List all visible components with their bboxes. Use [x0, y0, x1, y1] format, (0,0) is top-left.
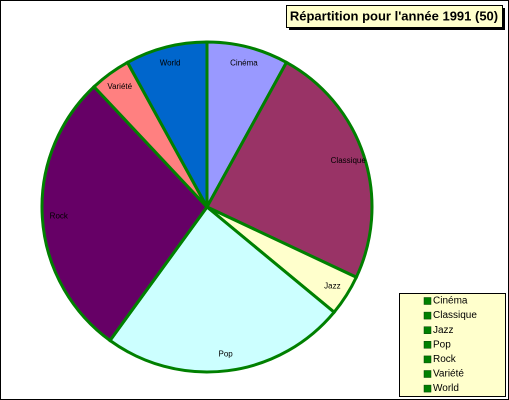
legend-marker [423, 355, 432, 364]
legend-marker [423, 297, 432, 305]
slice-label: Pop [218, 349, 233, 358]
legend-label: Cinéma [433, 296, 468, 307]
title-box [286, 5, 503, 28]
legend-label: World [433, 383, 459, 394]
slice-label: Classique [331, 156, 367, 165]
legend-marker [423, 370, 432, 378]
slice-label: Cinéma [230, 58, 258, 67]
legend-marker [423, 326, 432, 334]
legend-label: Rock [433, 354, 457, 365]
slice-label: Variété [107, 82, 132, 91]
slice-label: Rock [50, 211, 69, 220]
legend-label: Classique [433, 310, 477, 321]
legend-box [399, 293, 506, 397]
slice-label: World [160, 58, 181, 67]
chart-title: Répartition pour l'année 1991 (50) [290, 8, 498, 23]
slice-label: Jazz [324, 282, 340, 291]
legend-marker [423, 311, 432, 320]
pie-slice [204, 60, 374, 280]
legend-label: Jazz [433, 325, 454, 336]
legend-label: Variété [433, 369, 464, 380]
pie-slice [40, 84, 209, 343]
legend-marker [423, 384, 432, 393]
pie-slice [125, 40, 209, 208]
legend: Cinéma Classique Jazz Pop Rock Variété World [423, 296, 477, 394]
legend-label: Pop [433, 339, 451, 350]
pie: Cinéma Classique Jazz Pop Rock Variété World [40, 40, 374, 374]
legend-marker [423, 341, 432, 349]
pie-slice [107, 204, 337, 374]
